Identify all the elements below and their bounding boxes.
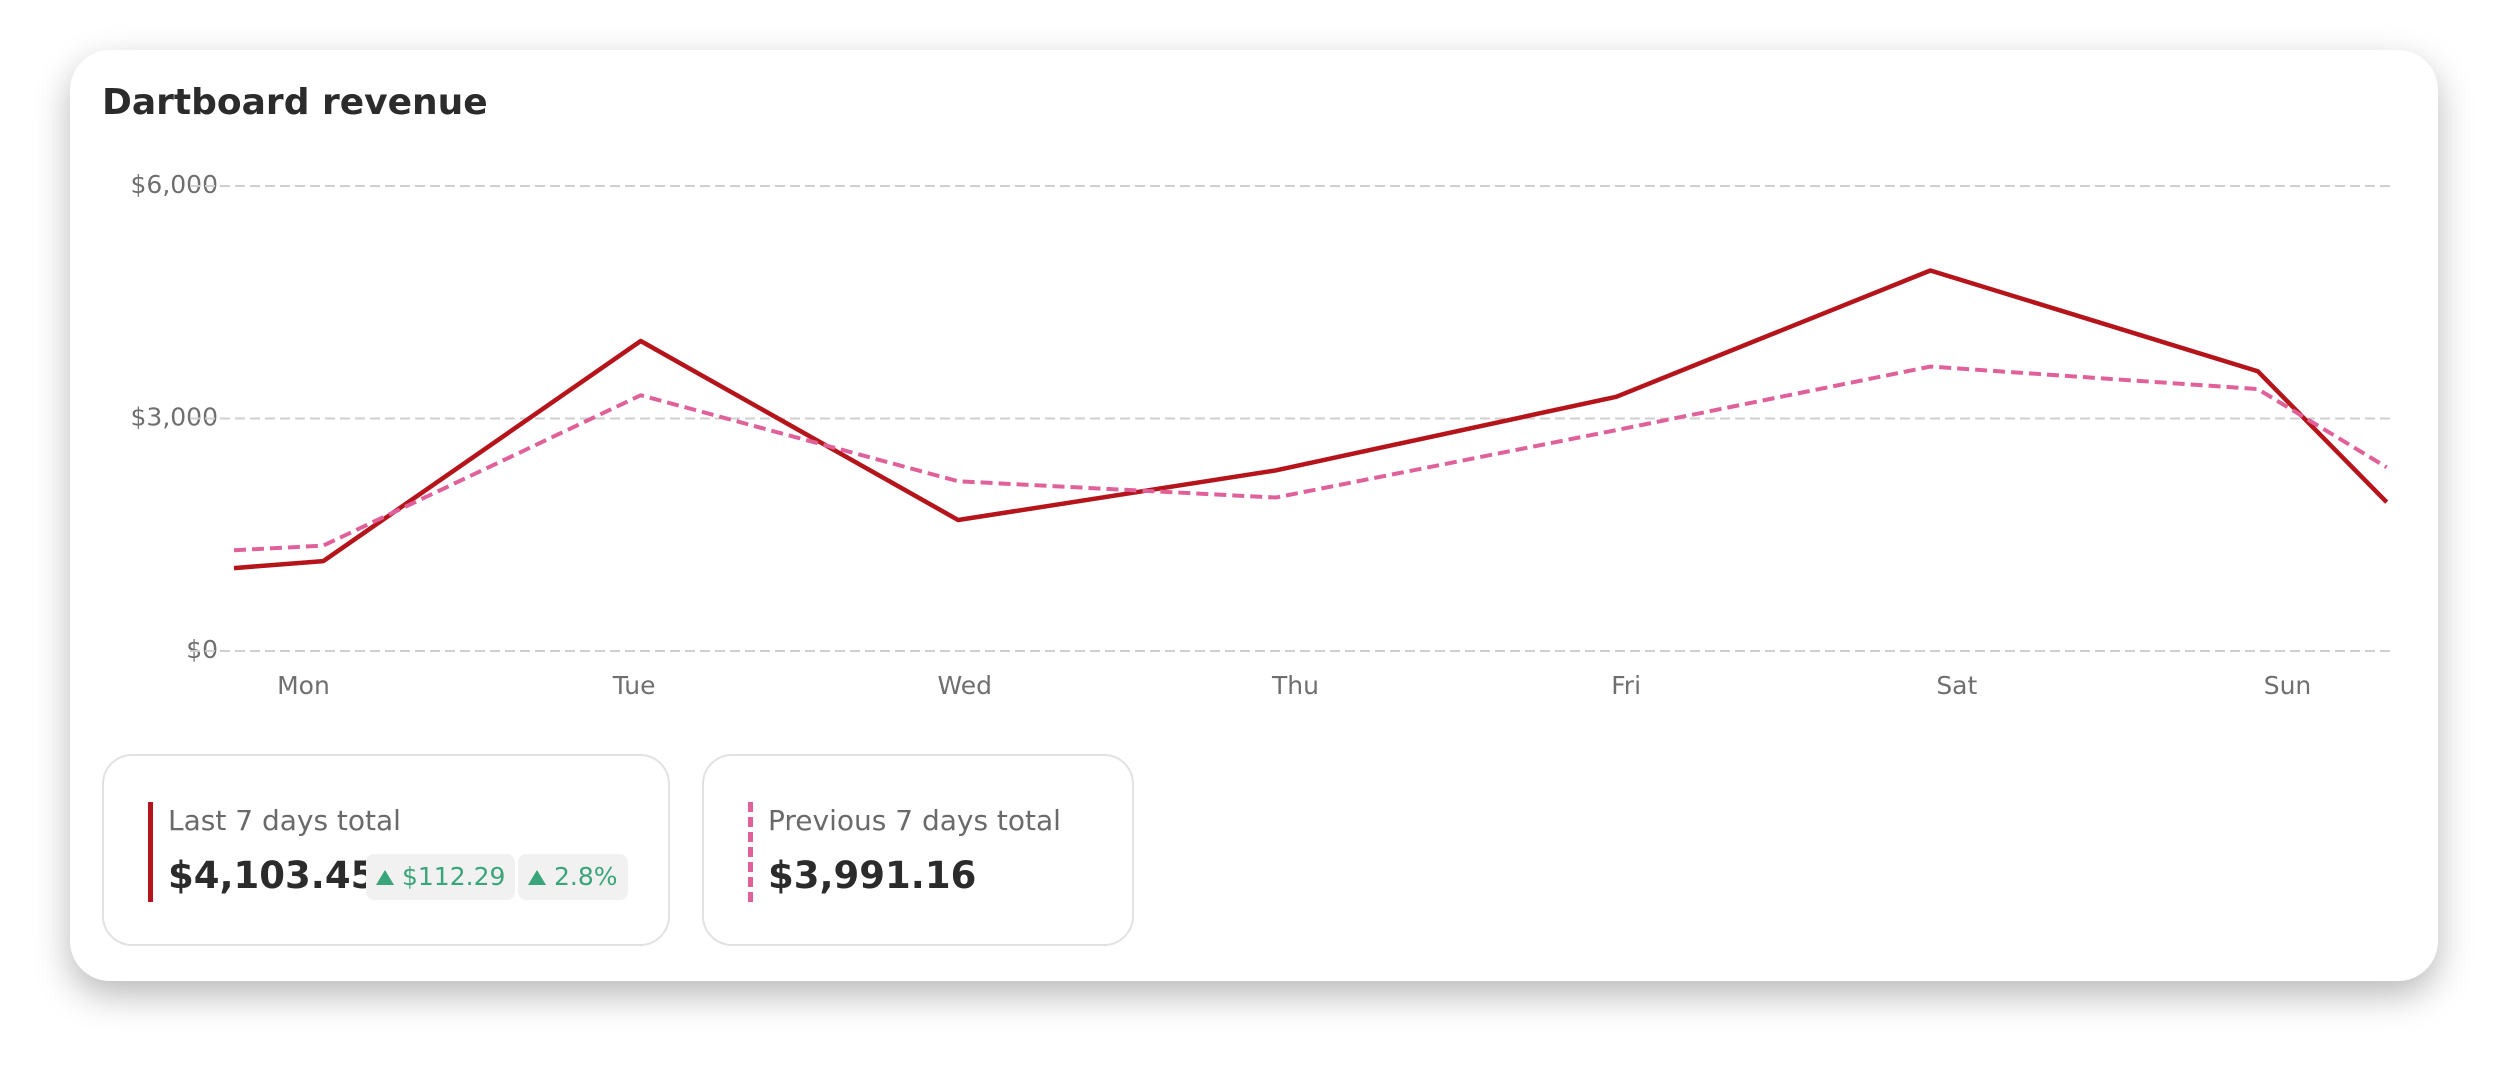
up-icon bbox=[376, 870, 394, 885]
x-tick-label: Thu bbox=[1271, 671, 1319, 700]
change-badge: $112.29 bbox=[366, 854, 516, 900]
stat-card: Last 7 days total $4,103.45 $112.29 2.8% bbox=[102, 754, 670, 946]
change-value: $112.29 bbox=[402, 862, 506, 891]
series-line bbox=[233, 364, 2388, 553]
chart-title: Dartboard revenue bbox=[102, 82, 488, 123]
series-line bbox=[233, 268, 2389, 571]
change-percent: 2.8% bbox=[554, 862, 618, 891]
stat-card: Previous 7 days total $3,991.16 bbox=[702, 754, 1134, 946]
y-tick-label: $3,000 bbox=[131, 403, 218, 432]
y-tick-label: $0 bbox=[186, 635, 218, 664]
x-tick-label: Wed bbox=[938, 671, 993, 700]
x-tick-label: Sat bbox=[1936, 671, 1977, 700]
x-tick-label: Tue bbox=[612, 671, 656, 700]
change-badge: 2.8% bbox=[518, 854, 628, 900]
stat-value: $3,991.16 bbox=[768, 854, 977, 897]
x-tick-label: Fri bbox=[1611, 671, 1641, 700]
legend-swatch bbox=[748, 802, 753, 902]
up-icon bbox=[528, 870, 546, 885]
x-tick-label: Mon bbox=[277, 671, 330, 700]
legend-swatch bbox=[148, 802, 153, 902]
stat-label: Previous 7 days total bbox=[768, 804, 1061, 837]
stat-value: $4,103.45 bbox=[168, 854, 377, 897]
stat-label: Last 7 days total bbox=[168, 804, 401, 837]
x-tick-label: Sun bbox=[2264, 671, 2312, 700]
y-tick-label: $6,000 bbox=[131, 170, 218, 199]
